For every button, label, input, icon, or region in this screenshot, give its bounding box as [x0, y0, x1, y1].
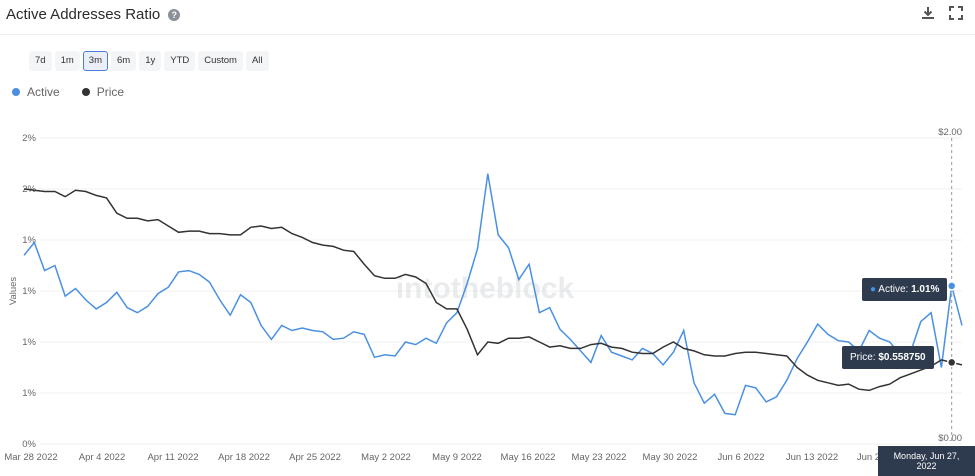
tooltip-price-value: $0.558750 [878, 352, 926, 363]
legend-label-price: Price [96, 85, 125, 99]
x-tick-label: Apr 4 2022 [79, 452, 125, 463]
x-tick-label: May 30 2022 [643, 452, 698, 463]
range-7d-button[interactable]: 7d [29, 51, 52, 71]
range-all-button[interactable]: All [245, 51, 269, 71]
x-tick-label: Jun 6 2022 [717, 452, 764, 463]
x-tick-label: May 23 2022 [572, 452, 627, 463]
series-line-price [23, 188, 963, 392]
x-tick-label: Mar 28 2022 [4, 452, 57, 463]
legend-item-active[interactable]: Active [12, 85, 60, 99]
y-tick-label: 0% [22, 439, 36, 450]
x-tick-label: May 9 2022 [432, 452, 482, 463]
legend-item-price[interactable]: Price [81, 85, 125, 99]
header-divider [0, 34, 975, 35]
download-icon[interactable] [921, 6, 935, 24]
range-ytd-button[interactable]: YTD [164, 51, 196, 71]
x-tick-label: Apr 11 2022 [147, 452, 198, 463]
x-tick-label: May 2 2022 [361, 452, 411, 463]
range-6m-button[interactable]: 6m [110, 51, 137, 71]
legend-dot-price [81, 88, 90, 96]
legend-dot-active [12, 88, 20, 96]
x-tick-label: Apr 18 2022 [218, 452, 270, 463]
y-right-tick-label: $2.00 [938, 127, 962, 138]
y-axis-label: Values [8, 277, 19, 306]
y-tick-label: 1% [22, 388, 36, 399]
y-tick-label: 1% [22, 337, 36, 348]
y-right-tick-label: $0.00 [938, 433, 962, 444]
range-selector: 7d 1m 3m 6m 1y YTD Custom All [29, 51, 269, 71]
watermark: intotheblock [396, 272, 575, 305]
chart-title-area: Active Addresses Ratio ? [6, 6, 181, 23]
series-line-active [23, 173, 963, 416]
tooltip-price: Price: $0.558750 [842, 346, 934, 369]
y-tick-label: 1% [22, 286, 36, 297]
tooltip-active-value: 1.01% [911, 284, 940, 295]
x-tick-label: Jun 13 2022 [786, 452, 838, 463]
legend-label-active: Active [27, 85, 60, 99]
range-custom-button[interactable]: Custom [198, 51, 243, 71]
toolbar [921, 6, 963, 24]
y-tick-label: 2% [22, 133, 36, 144]
x-tick-label: Apr 25 2022 [289, 452, 341, 463]
tooltip-active-prefix: Active: [878, 284, 912, 295]
hover-marker-active [946, 281, 957, 291]
y-tick-label: 1% [22, 235, 36, 246]
range-1m-button[interactable]: 1m [54, 51, 80, 71]
chart-legend: Active Price [12, 85, 124, 99]
help-icon[interactable]: ? [168, 8, 181, 21]
range-3m-button[interactable]: 3m [82, 51, 108, 71]
tooltip-price-prefix: Price: [850, 352, 879, 363]
tooltip-active: ● Active: 1.01% [862, 278, 948, 301]
range-1y-button[interactable]: 1y [139, 51, 162, 71]
hover-marker-price [946, 357, 957, 368]
page-title: Active Addresses Ratio [6, 6, 161, 23]
expand-icon[interactable] [949, 6, 963, 24]
x-tick-label: May 16 2022 [501, 452, 556, 463]
tooltip-date: Monday, Jun 27, 2022 [878, 446, 975, 476]
